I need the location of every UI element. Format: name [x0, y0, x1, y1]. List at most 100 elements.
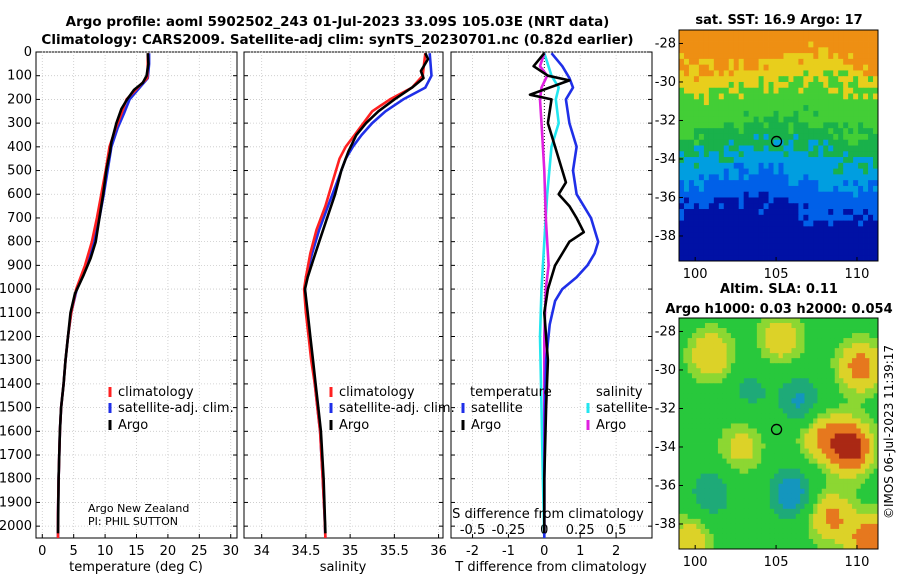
map-y-tick-label: -28 — [655, 36, 676, 51]
sst-cell — [753, 64, 760, 71]
sst-cell — [679, 226, 685, 233]
sst-cell — [783, 47, 789, 54]
sst-cell — [798, 191, 804, 198]
sla-cell — [717, 428, 723, 434]
sla-cell — [769, 458, 775, 465]
sla-cell — [683, 373, 689, 379]
sla-cell — [696, 468, 702, 475]
sst-cell — [713, 41, 720, 48]
sla-cell — [752, 333, 758, 339]
sla-cell — [839, 408, 844, 414]
sst-cell — [848, 197, 854, 204]
sla-cell — [726, 463, 732, 470]
sla-cell — [782, 333, 788, 339]
sla-cell — [869, 378, 875, 384]
sla-cell — [704, 348, 710, 354]
sla-cell — [774, 463, 779, 470]
sla-cell — [843, 403, 849, 409]
sla-cell — [756, 543, 762, 550]
sst-cell — [738, 203, 745, 210]
sst-cell — [693, 145, 700, 152]
sla-cell — [800, 418, 805, 424]
sla-cell — [839, 488, 844, 495]
sst-cell — [783, 243, 789, 250]
sla-cell — [804, 528, 810, 535]
sla-cell — [778, 513, 784, 520]
sst-cell — [713, 122, 720, 129]
sla-cell — [808, 473, 814, 480]
sla-cell — [748, 358, 753, 364]
sst-cell — [728, 243, 735, 250]
sla-cell — [804, 453, 810, 460]
sla-cell — [834, 398, 840, 404]
sla-cell — [852, 353, 857, 359]
sla-cell — [683, 348, 689, 354]
sla-cell — [778, 448, 784, 454]
sst-cell — [728, 151, 735, 158]
sst-cell — [853, 35, 859, 42]
sst-cell — [713, 197, 720, 204]
sla-cell — [726, 533, 732, 540]
sla-cell — [804, 323, 810, 329]
sst-cell — [693, 53, 700, 60]
sla-cell — [739, 488, 745, 495]
sst-cell — [868, 110, 874, 118]
sla-cell — [843, 478, 849, 485]
sla-cell — [713, 433, 719, 439]
sla-cell — [769, 493, 775, 500]
sla-cell — [782, 463, 788, 470]
sst-cell — [693, 168, 700, 175]
sla-cell — [752, 473, 758, 480]
sst-cell — [848, 232, 854, 239]
sst-cell — [758, 139, 764, 146]
sla-cell — [791, 538, 797, 545]
sla-cell — [709, 418, 715, 424]
sla-cell — [873, 343, 879, 349]
sla-cell — [817, 478, 823, 485]
sla-cell — [691, 318, 697, 324]
sla-cell — [847, 498, 853, 505]
sst-cell — [868, 237, 874, 245]
sla-cell — [683, 513, 689, 520]
sla-cell — [852, 433, 857, 439]
sst-cell — [743, 237, 750, 245]
sla-cell — [869, 448, 875, 454]
sla-cell — [795, 518, 801, 525]
sst-cell — [793, 237, 799, 245]
sla-cell — [691, 353, 697, 359]
sla-cell — [726, 498, 732, 505]
sst-cell — [679, 99, 685, 106]
sst-cell — [693, 203, 700, 210]
sla-cell — [873, 538, 879, 545]
sst-cell — [688, 209, 695, 216]
sla-cell — [856, 488, 862, 495]
sla-cell — [795, 383, 801, 389]
sla-cell — [765, 428, 771, 434]
sla-cell — [704, 473, 710, 480]
sla-cell — [826, 378, 831, 384]
sla-cell — [817, 338, 823, 344]
sla-cell — [778, 473, 784, 480]
sla-cell — [756, 433, 762, 439]
sla-cell — [856, 463, 862, 470]
sst-cell — [773, 209, 779, 216]
sla-cell — [869, 533, 875, 540]
sla-cell — [791, 318, 797, 324]
sla-cell — [700, 483, 706, 490]
sla-cell — [856, 333, 862, 339]
sla-cell — [730, 408, 736, 414]
sst-cell — [818, 41, 824, 48]
sst-cell — [863, 139, 869, 146]
sst-cell — [698, 35, 705, 42]
sst-cell — [838, 232, 844, 239]
sla-cell — [834, 338, 840, 344]
sla-cell — [704, 543, 710, 550]
sla-cell — [735, 373, 740, 379]
sst-cell — [688, 220, 695, 227]
sla-cell — [748, 323, 753, 329]
sst-cell — [758, 203, 764, 210]
sla-cell — [683, 473, 689, 480]
sla-cell — [704, 523, 710, 530]
sla-cell — [852, 473, 857, 480]
sla-cell — [704, 438, 710, 444]
